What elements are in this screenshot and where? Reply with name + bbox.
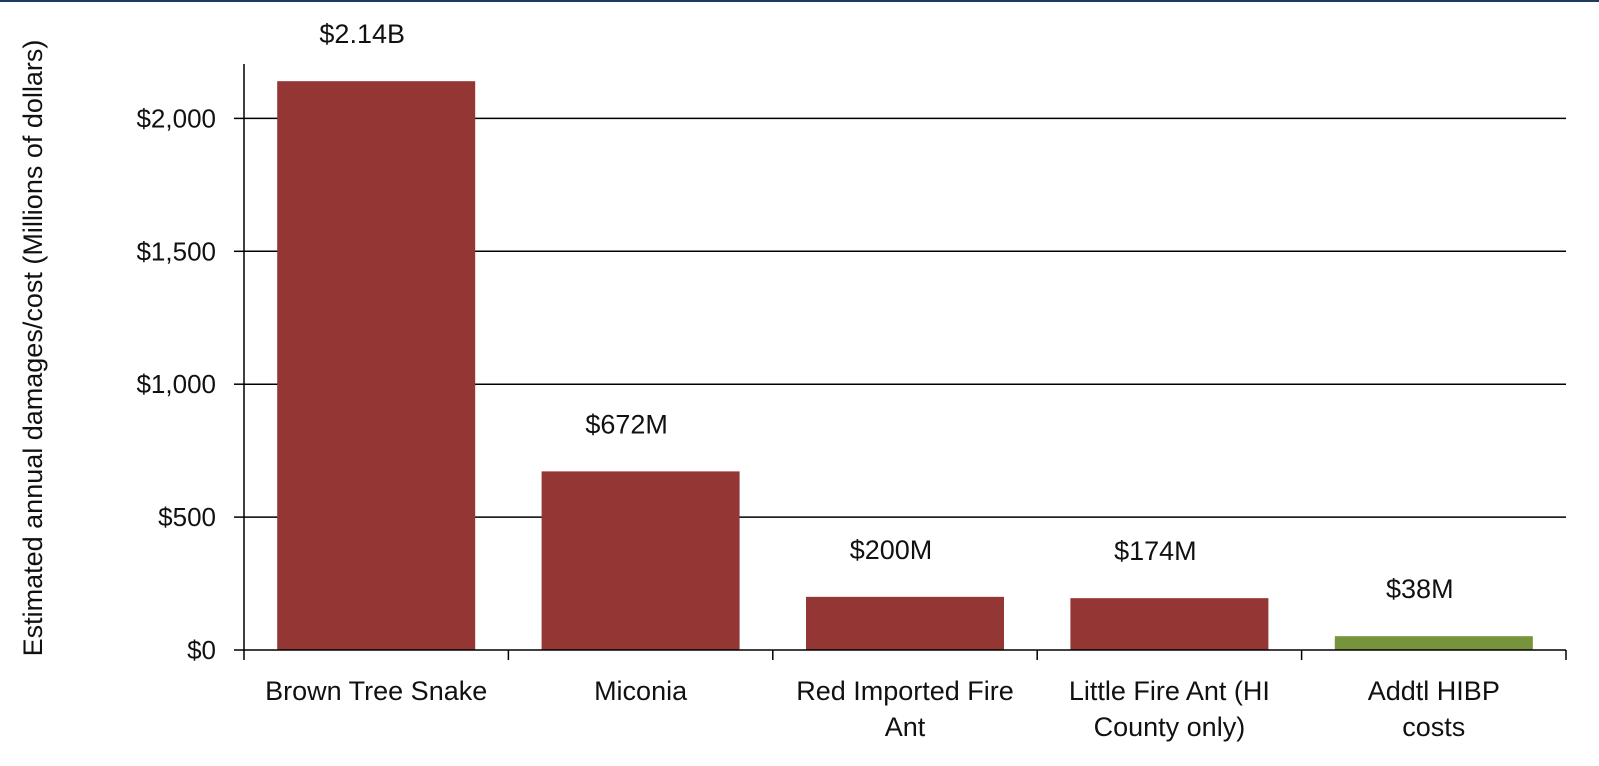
bar <box>1334 636 1533 650</box>
x-tick-labels: Brown Tree Snake Miconia Red Imported Fire… <box>265 676 1500 742</box>
data-label: $174M <box>1114 536 1197 566</box>
x-tick-label: Brown Tree Snake <box>265 676 487 706</box>
x-tick-label: Little Fire Ant (HI County only) <box>1069 676 1270 742</box>
y-tick-label: $1,500 <box>136 236 216 266</box>
y-axis-label: Estimated annual damages/cost (Millions … <box>18 40 48 657</box>
top-border <box>0 0 1599 2</box>
data-label: $2.14B <box>319 19 405 49</box>
bar <box>1070 598 1269 650</box>
bar <box>541 471 740 650</box>
y-tick-label: $2,000 <box>136 103 216 133</box>
axes <box>243 64 1566 651</box>
bars <box>277 81 1533 651</box>
y-tick-label: $500 <box>158 502 216 532</box>
data-label: $672M <box>585 409 668 439</box>
x-tick-label: Miconia <box>594 676 688 706</box>
bar <box>277 81 476 651</box>
data-label: $200M <box>850 535 933 565</box>
data-labels: $2.14B $672M $200M $174M $38M <box>319 19 1453 604</box>
data-label: $38M <box>1386 574 1454 604</box>
y-tick-label: $0 <box>187 635 216 665</box>
y-tick-labels: $0 $500 $1,000 $1,500 $2,000 <box>136 103 216 665</box>
x-tick-label: Red Imported Fire Ant <box>796 676 1014 742</box>
y-tick-label: $1,000 <box>136 369 216 399</box>
x-tick-label: Addtl HIBP costs <box>1368 676 1500 742</box>
bar <box>806 596 1004 650</box>
